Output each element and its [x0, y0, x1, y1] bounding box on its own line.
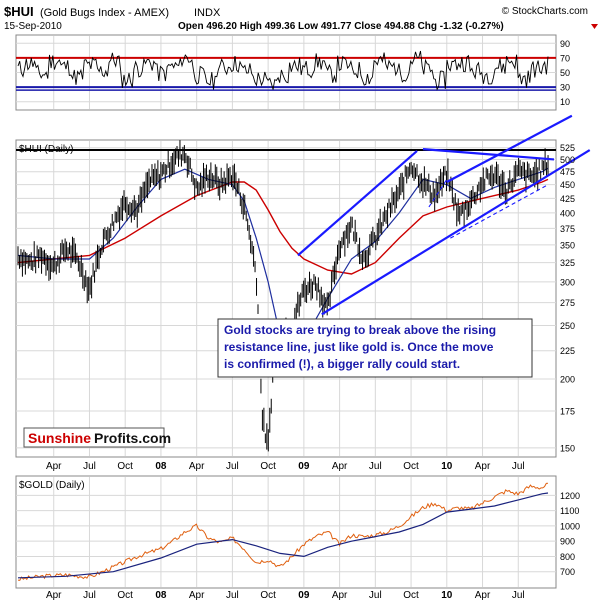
- hui-tick-label: 325: [560, 258, 575, 268]
- annotation-line-1: Gold stocks are trying to break above th…: [224, 323, 496, 337]
- gold-panel: [15, 475, 557, 589]
- gold-month-label: Apr: [46, 590, 62, 601]
- gold-month-labels: Apr Jul Oct 08 Apr Jul Oct 09 Apr Jul Oct 10 Apr Jul: [46, 590, 525, 601]
- rsi-line: [17, 50, 549, 91]
- logo-part-sunshine: Sunshine: [28, 430, 91, 446]
- hui-tick-label: 475: [560, 167, 575, 177]
- gold-month-label: Oct: [403, 590, 419, 601]
- gold-grid: [16, 477, 556, 587]
- hui-dashed-trendline: [428, 179, 448, 208]
- gold-tick-label: 800: [560, 552, 575, 562]
- hui-tick-label: 400: [560, 208, 575, 218]
- gold-month-label: Oct: [260, 590, 276, 601]
- chart-ohlc: Open 496.20 High 499.36 Low 491.77 Close…: [178, 21, 504, 32]
- hui-month-label: Apr: [46, 461, 62, 472]
- hui-trendline: [446, 114, 573, 184]
- hui-dashed-trendline: [450, 184, 549, 239]
- hui-month-label: Apr: [475, 461, 491, 472]
- rsi-tick-label: 90: [560, 39, 570, 49]
- hui-plot: [16, 114, 591, 452]
- hui-month-label: 10: [441, 461, 453, 472]
- hui-month-label: Jul: [226, 461, 239, 472]
- gold-month-label: 08: [155, 590, 167, 601]
- gold-tick-label: 700: [560, 567, 575, 577]
- hui-month-label: Jul: [369, 461, 382, 472]
- chart-symbol: $HUI: [4, 4, 34, 19]
- hui-month-label: Oct: [260, 461, 276, 472]
- chart-date: 15-Sep-2010: [4, 21, 62, 32]
- rsi-plot: [16, 50, 556, 91]
- gold-month-label: Apr: [475, 590, 491, 601]
- gold-month-label: Jul: [512, 590, 525, 601]
- hui-tick-label: 375: [560, 224, 575, 234]
- gold-month-label: 10: [441, 590, 453, 601]
- hui-tick-label: 175: [560, 406, 575, 416]
- hui-panel: [15, 139, 557, 458]
- hui-tick-label: 500: [560, 155, 575, 165]
- gold-month-label: Jul: [226, 590, 239, 601]
- hui-tick-label: 150: [560, 443, 575, 453]
- hui-tick-label: 225: [560, 346, 575, 356]
- chart-name: (Gold Bugs Index - AMEX): [40, 7, 169, 19]
- hui-tick-label: 525: [560, 143, 575, 153]
- hui-tick-label: 350: [560, 240, 575, 250]
- y-axis-labels: 90 70 50 30 10 525 500 475 450 425 400 375 350 325 300…: [560, 39, 580, 577]
- hui-tick-label: 200: [560, 374, 575, 384]
- gold-tick-label: 1200: [560, 491, 580, 501]
- gold-panel-title: $GOLD (Daily): [19, 480, 85, 491]
- gold-month-label: Oct: [117, 590, 133, 601]
- hui-month-label: Jul: [512, 461, 525, 472]
- sunshine-profits-logo: Sunshine Profits.com: [23, 427, 171, 448]
- annotation-line-2: resistance line, just like gold is. Once…: [224, 340, 494, 354]
- hui-tick-label: 250: [560, 321, 575, 331]
- hui-tick-label: 450: [560, 180, 575, 190]
- down-triangle-icon: [591, 24, 598, 29]
- gold-price-line: [17, 482, 549, 581]
- hui-tick-label: 425: [560, 194, 575, 204]
- chart-copyright: © StockCharts.com: [502, 6, 588, 17]
- gold-month-label: 09: [298, 590, 310, 601]
- hui-month-label: Jul: [83, 461, 96, 472]
- hui-month-label: Apr: [332, 461, 348, 472]
- rsi-tick-label: 10: [560, 97, 570, 107]
- hui-tick-label: 275: [560, 298, 575, 308]
- rsi-tick-label: 30: [560, 83, 570, 93]
- hui-trendline: [297, 150, 418, 257]
- hui-month-labels: Apr Jul Oct 08 Apr Jul Oct 09 Apr Jul Oct 10 Apr Jul: [46, 461, 525, 472]
- gold-plot: [17, 482, 549, 581]
- gold-month-label: Jul: [369, 590, 382, 601]
- gold-moving-average: [17, 492, 549, 579]
- annotation-box: Gold stocks are trying to break above th…: [217, 318, 533, 378]
- rsi-tick-label: 50: [560, 68, 570, 78]
- chart-exchange: INDX: [194, 7, 221, 19]
- hui-month-label: Oct: [403, 461, 419, 472]
- gold-tick-label: 1100: [560, 506, 579, 516]
- hui-month-label: 09: [298, 461, 310, 472]
- hui-month-label: Oct: [117, 461, 133, 472]
- gold-tick-label: 900: [560, 537, 575, 547]
- hui-trendline: [422, 148, 555, 161]
- hui-month-label: 08: [155, 461, 167, 472]
- hui-tick-label: 300: [560, 277, 575, 287]
- hui-trendline: [321, 149, 591, 316]
- logo-part-profits: Profits.com: [94, 430, 171, 446]
- hui-panel-title: $HUI (Daily): [19, 144, 73, 155]
- hui-month-label: Apr: [189, 461, 205, 472]
- annotation-line-3: is confirmed (!), a bigger rally could s…: [224, 357, 460, 371]
- gold-month-label: Jul: [83, 590, 96, 601]
- gold-month-label: Apr: [189, 590, 205, 601]
- gold-tick-label: 1000: [560, 521, 580, 531]
- gold-month-label: Apr: [332, 590, 348, 601]
- rsi-tick-label: 70: [560, 53, 570, 63]
